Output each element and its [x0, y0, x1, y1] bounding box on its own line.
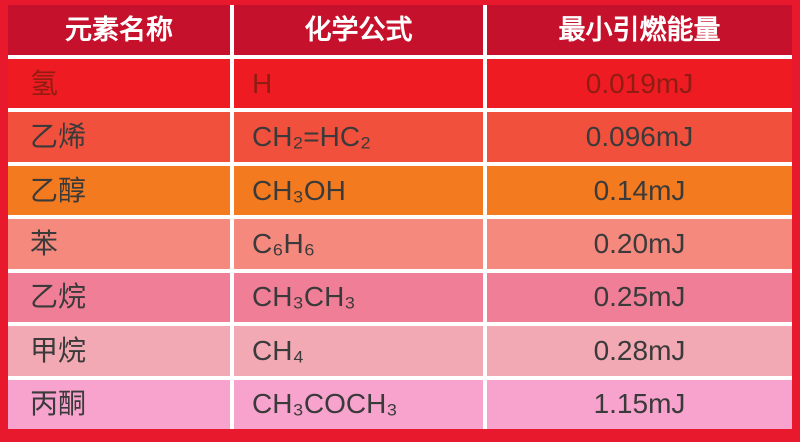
- header-min-ignition-energy: 最小引燃能量: [483, 5, 792, 55]
- table-row: 乙烯 CH₂=HC₂ 0.096mJ: [8, 108, 792, 162]
- table-row: 乙醇 CH₃OH 0.14mJ: [8, 161, 792, 216]
- chemical-formula: H: [230, 59, 483, 109]
- chemical-formula: CH₃COCH₃: [230, 379, 483, 429]
- ignition-energy-value: 0.14mJ: [483, 165, 792, 216]
- ignition-energy-value: 0.25mJ: [483, 272, 792, 323]
- chemical-formula: C₆H₆: [230, 219, 483, 269]
- element-name: 乙醇: [30, 174, 87, 206]
- ignition-energy-value: 0.096mJ: [483, 112, 792, 162]
- ignition-energy-value: 0.20mJ: [483, 219, 792, 269]
- chemical-formula: CH₂=HC₂: [230, 112, 483, 162]
- element-name: 丙酮: [30, 388, 87, 420]
- table-header-row: 元素名称 化学公式 最小引燃能量: [8, 5, 792, 55]
- element-name: 苯: [30, 227, 59, 259]
- header-chemical-formula: 化学公式: [230, 5, 483, 55]
- table-row: 丙酮 CH₃COCH₃ 1.15mJ: [8, 375, 792, 429]
- element-name: 甲烷: [30, 334, 87, 366]
- header-element-name: 元素名称: [65, 14, 173, 45]
- chemical-formula: CH₃OH: [230, 165, 483, 216]
- element-name: 乙烷: [30, 281, 87, 313]
- ignition-energy-value: 0.28mJ: [483, 326, 792, 376]
- table-row: 甲烷 CH₄ 0.28mJ: [8, 322, 792, 376]
- ignition-energy-value: 1.15mJ: [483, 379, 792, 429]
- table-row: 氢 H 0.019mJ: [8, 55, 792, 109]
- element-name: 氢: [30, 67, 59, 99]
- element-name: 乙烯: [30, 121, 87, 153]
- ignition-energy-value: 0.019mJ: [483, 59, 792, 109]
- chemical-formula: CH₃CH₃: [230, 272, 483, 323]
- table-row: 苯 C₆H₆ 0.20mJ: [8, 215, 792, 269]
- chemical-formula: CH₄: [230, 326, 483, 376]
- table-row: 乙烷 CH₃CH₃ 0.25mJ: [8, 268, 792, 323]
